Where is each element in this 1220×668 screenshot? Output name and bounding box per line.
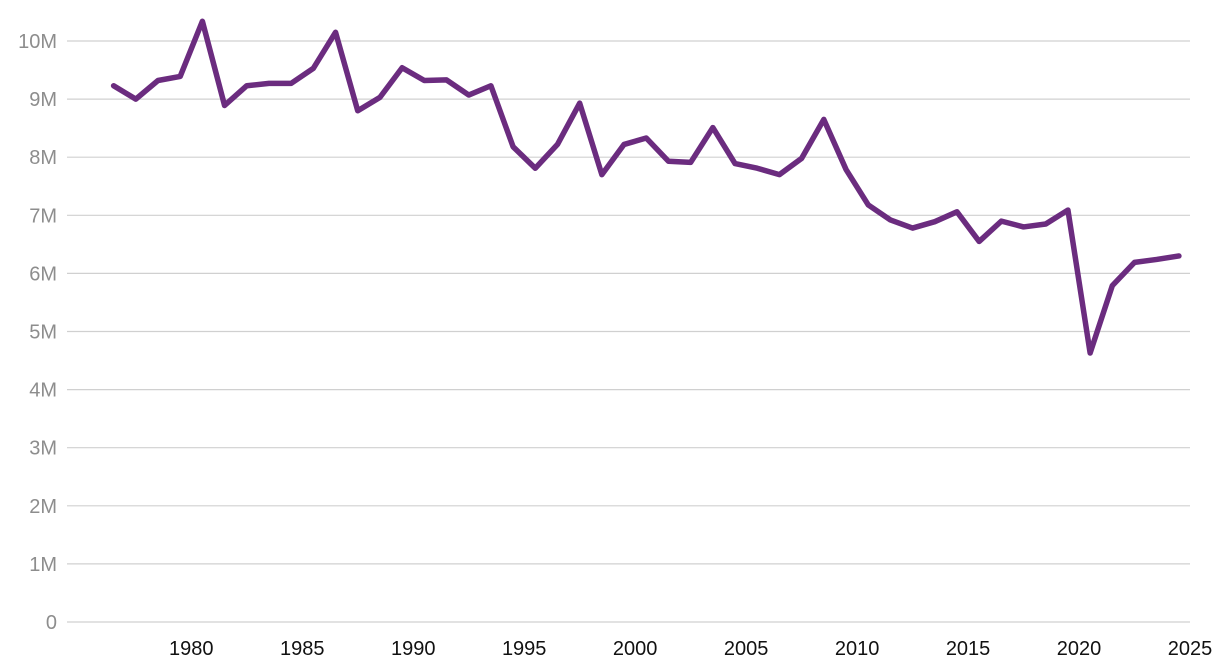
y-tick-label: 10M bbox=[18, 31, 57, 53]
y-tick-label: 3M bbox=[29, 438, 57, 460]
y-tick-label: 2M bbox=[29, 496, 57, 518]
x-tick-label: 2020 bbox=[1057, 638, 1102, 660]
y-tick-label: 1M bbox=[29, 554, 57, 576]
series-layer bbox=[110, 18, 1182, 356]
y-tick-label: 7M bbox=[29, 205, 57, 227]
y-tick-label: 0 bbox=[46, 612, 57, 634]
y-tick-label: 5M bbox=[29, 322, 57, 344]
y-tick-label: 4M bbox=[29, 380, 57, 402]
x-tick-label: 1980 bbox=[169, 638, 214, 660]
y-tick-label: 6M bbox=[29, 263, 57, 285]
x-tick-label: 1985 bbox=[280, 638, 325, 660]
grid-layer bbox=[67, 40, 1190, 623]
x-tick-label: 1990 bbox=[391, 638, 436, 660]
y-axis: 0 1M 2M 3M 4M 5M 6M 7M 8M 9M 10M bbox=[18, 31, 57, 634]
x-tick-label: 1995 bbox=[502, 638, 547, 660]
x-tick-label: 2000 bbox=[613, 638, 658, 660]
x-tick-label: 2010 bbox=[835, 638, 880, 660]
y-tick-label: 9M bbox=[29, 89, 57, 111]
x-tick-label: 2015 bbox=[946, 638, 991, 660]
x-tick-label: 2025 bbox=[1168, 638, 1213, 660]
x-tick-label: 2005 bbox=[724, 638, 769, 660]
series-line-0 bbox=[110, 18, 1182, 356]
y-tick-label: 8M bbox=[29, 147, 57, 169]
x-axis: 1980 1985 1990 1995 2000 2005 2010 2015 2020 2025 bbox=[169, 638, 1212, 660]
